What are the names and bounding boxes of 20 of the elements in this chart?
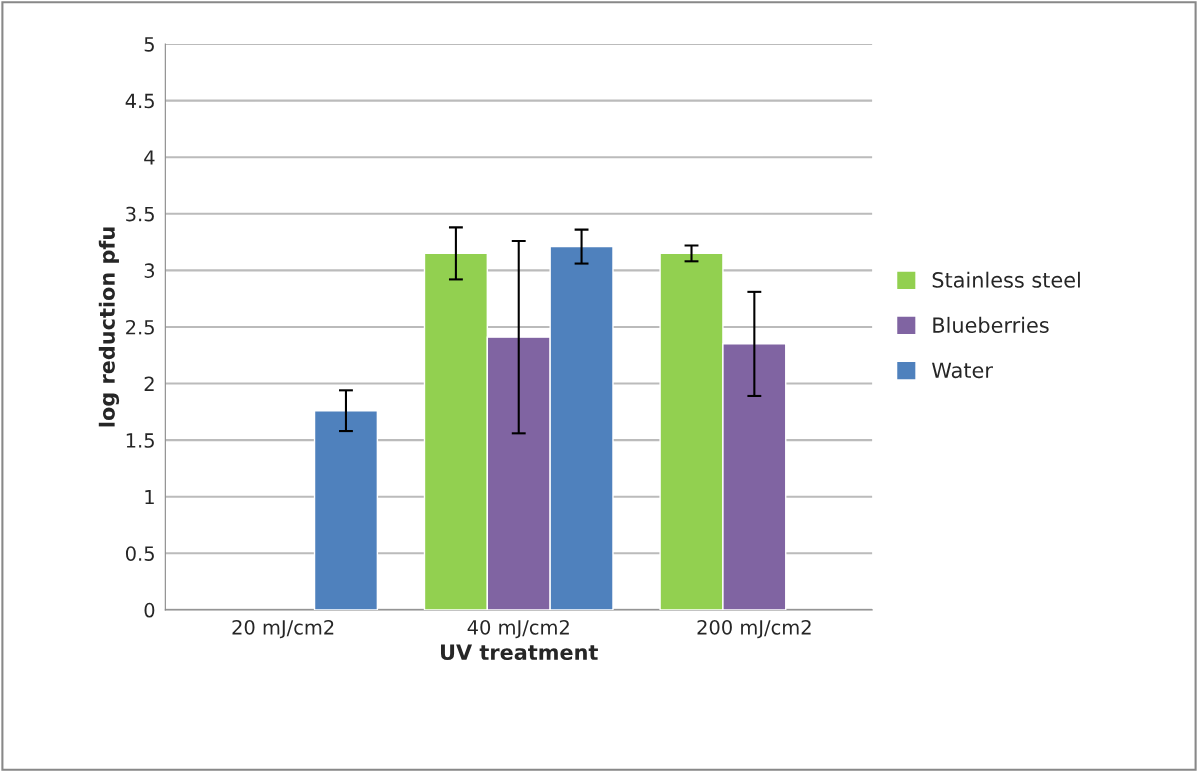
bar — [313, 409, 379, 610]
legend-label: Stainless steel — [932, 271, 1080, 288]
y-tick-label: 5 — [144, 37, 154, 52]
y-tick-label: 4 — [144, 150, 155, 165]
y-axis-title: log reduction pfu — [98, 227, 120, 427]
legend-label: Blueberries — [933, 316, 1049, 333]
x-tick-label: 200 mJ/cm2 — [697, 619, 811, 639]
y-tick-label: 3 — [144, 263, 155, 279]
x-axis-title: UV treatment — [441, 644, 598, 661]
y-tick-label: 4.5 — [125, 93, 154, 109]
y-tick-label: 2.5 — [126, 319, 154, 335]
x-tick-label: 20 mJ/cm2 — [232, 619, 334, 639]
y-tick-label: 0 — [144, 602, 155, 618]
y-tick-label: 1 — [145, 489, 154, 505]
y-tick-label: 3.5 — [126, 206, 154, 222]
y-tick-label: 0.5 — [125, 546, 154, 561]
y-tick-label: 1.5 — [126, 433, 154, 448]
y-tick-label: 2 — [144, 376, 154, 391]
x-tick-label: 40 mJ/cm2 — [467, 619, 569, 639]
legend-label: Water — [931, 362, 993, 379]
